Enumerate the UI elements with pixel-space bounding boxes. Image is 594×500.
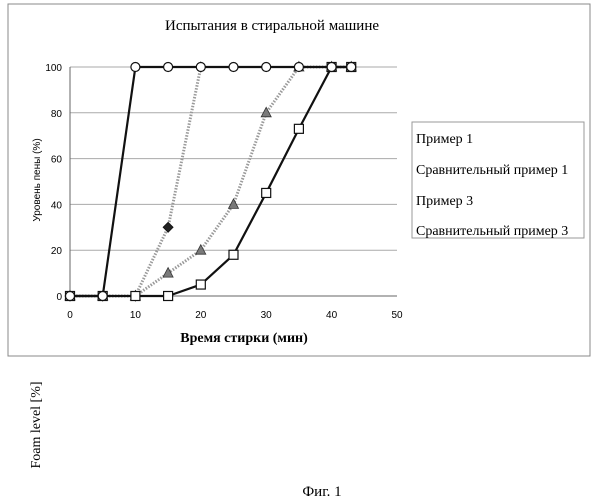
y-tick-label-60: 60 bbox=[51, 155, 63, 166]
x-tick-label-0: 0 bbox=[67, 310, 73, 321]
y-tick-label-40: 40 bbox=[51, 200, 63, 211]
y-tick-label-100: 100 bbox=[45, 63, 62, 74]
series-markers bbox=[65, 62, 356, 302]
x-axis-label: Время стирки (мин) bbox=[180, 331, 308, 346]
figure-caption: Фиг. 1 bbox=[302, 484, 341, 500]
grid-lines bbox=[70, 67, 397, 250]
series-3-point-5 bbox=[229, 199, 239, 209]
x-tick-label-40: 40 bbox=[326, 310, 338, 321]
legend: Пример 1 Сравнительный пример 1 Пример 3 Ср… bbox=[416, 132, 568, 239]
series-line-2 bbox=[70, 67, 201, 296]
series-1-point-5 bbox=[229, 63, 238, 72]
series-1-point-4 bbox=[196, 63, 205, 72]
x-tick-label-10: 10 bbox=[130, 310, 142, 321]
series-1-point-8 bbox=[327, 63, 336, 72]
series-2-point-3 bbox=[163, 222, 173, 232]
series-1-point-0 bbox=[66, 292, 75, 301]
y-tick-label-0: 0 bbox=[56, 292, 62, 303]
x-tick-label-50: 50 bbox=[391, 310, 403, 321]
chart-title: Испытания в стиральной машине bbox=[165, 18, 379, 34]
series-4-point-7 bbox=[294, 124, 303, 133]
series-1-point-7 bbox=[294, 63, 303, 72]
series-4-point-2 bbox=[131, 292, 140, 301]
series-1-point-9 bbox=[347, 63, 356, 72]
series-4-point-5 bbox=[229, 250, 238, 259]
series-1-point-3 bbox=[164, 63, 173, 72]
series-4-point-6 bbox=[262, 188, 271, 197]
tick-labels: 0 20 40 60 80 100 0 10 20 30 40 50 bbox=[45, 63, 403, 321]
x-tick-label-30: 30 bbox=[261, 310, 273, 321]
y-tick-label-80: 80 bbox=[51, 109, 63, 120]
y-tick-label-20: 20 bbox=[51, 246, 63, 257]
legend-entry-4: Сравнительный пример 3 bbox=[416, 224, 568, 239]
x-tick-label-20: 20 bbox=[195, 310, 207, 321]
series-1-point-6 bbox=[262, 63, 271, 72]
series-line-3 bbox=[70, 67, 351, 296]
foam-level-side-label: Foam level [%] bbox=[29, 381, 44, 468]
series-1-point-2 bbox=[131, 63, 140, 72]
series-line-4 bbox=[70, 67, 351, 296]
series-line-1 bbox=[70, 67, 351, 296]
series-4-point-4 bbox=[196, 280, 205, 289]
series-1-point-1 bbox=[98, 292, 107, 301]
legend-entry-1: Пример 1 bbox=[416, 132, 473, 147]
series-4-point-3 bbox=[164, 292, 173, 301]
chart-frame bbox=[8, 4, 590, 356]
legend-entry-2: Сравнительный пример 1 bbox=[416, 163, 568, 178]
series-lines bbox=[70, 67, 351, 296]
legend-entry-3: Пример 3 bbox=[416, 194, 473, 209]
y-axis-label: Уровень пены (%) bbox=[32, 138, 43, 221]
